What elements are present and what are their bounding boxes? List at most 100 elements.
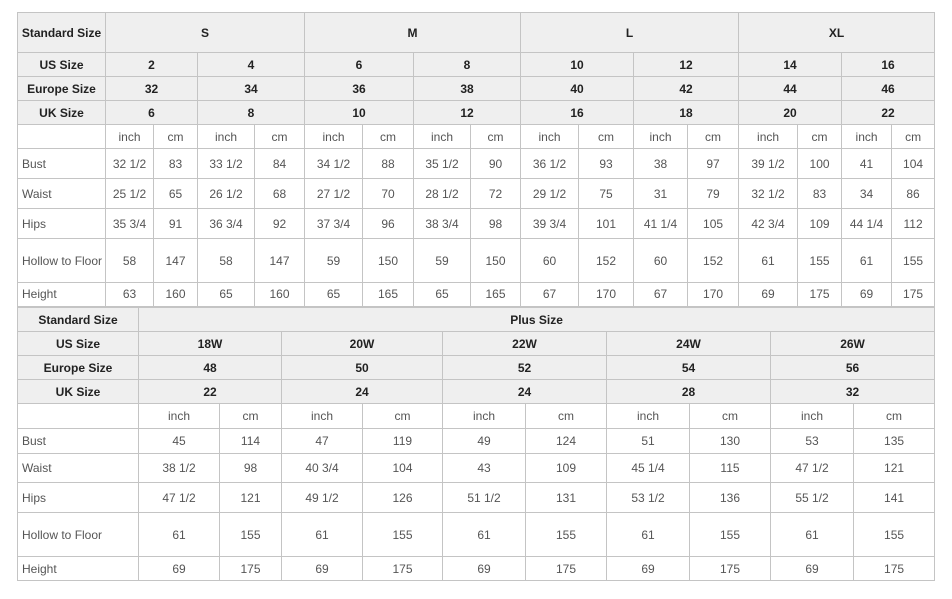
measurement-label: Waist xyxy=(17,178,106,209)
us-size-label: US Size xyxy=(17,331,139,356)
measurement-label: Hips xyxy=(17,482,139,513)
measurement-value: 119 xyxy=(362,428,443,454)
measurement-value: 147 xyxy=(153,238,198,283)
measurement-value: 83 xyxy=(797,178,843,209)
measurement-label: Height xyxy=(17,282,106,307)
measurement-value: 115 xyxy=(689,453,771,483)
measurement-value: 155 xyxy=(362,512,443,557)
uk-size-label: UK Size xyxy=(17,379,139,404)
standard-size-header: Standard Size xyxy=(17,12,106,53)
us-size-value: 14 xyxy=(738,52,843,77)
unit-label: inch xyxy=(304,124,364,149)
unit-label: inch xyxy=(520,124,580,149)
measurement-value: 69 xyxy=(281,556,363,581)
measurement-value: 36 3/4 xyxy=(197,208,255,239)
measurement-value: 70 xyxy=(362,178,415,209)
measurement-value: 86 xyxy=(891,178,936,209)
uk-size-value: 12 xyxy=(413,100,522,125)
unit-label: inch xyxy=(633,124,689,149)
uk-size-value: 20 xyxy=(738,100,843,125)
us-size-value: 10 xyxy=(520,52,635,77)
measurement-label: Hollow to Floor xyxy=(17,512,139,557)
eu-size-value: 52 xyxy=(442,355,607,380)
unit-label: inch xyxy=(738,124,799,149)
measurement-value: 90 xyxy=(470,148,522,179)
measurement-value: 38 xyxy=(633,148,689,179)
measurement-value: 104 xyxy=(362,453,443,483)
measurement-value: 121 xyxy=(852,453,936,483)
unit-label: inch xyxy=(770,403,854,429)
measurement-value: 61 xyxy=(770,512,854,557)
eu-size-value: 40 xyxy=(520,76,635,101)
size-group-row: Standard Size S M L XL xyxy=(17,12,936,53)
measurement-value: 40 3/4 xyxy=(281,453,363,483)
measurement-value: 69 xyxy=(138,556,220,581)
measurement-value: 49 xyxy=(442,428,526,454)
uk-size-row: UK Size 6 8 10 12 16 18 20 22 xyxy=(17,100,936,125)
measurement-value: 175 xyxy=(362,556,443,581)
measurement-value: 29 1/2 xyxy=(520,178,580,209)
measurement-value: 114 xyxy=(219,428,282,454)
unit-label: inch xyxy=(413,124,472,149)
measurement-value: 53 1/2 xyxy=(606,482,690,513)
uk-size-value: 28 xyxy=(606,379,771,404)
measurement-value: 41 1/4 xyxy=(633,208,689,239)
unit-label: inch xyxy=(105,124,154,149)
measurement-value: 175 xyxy=(219,556,282,581)
us-size-value: 26W xyxy=(769,331,936,356)
unit-label: cm xyxy=(891,124,936,149)
us-size-value: 24W xyxy=(606,331,771,356)
size-group-l: L xyxy=(520,12,740,53)
measurement-value: 92 xyxy=(253,208,306,239)
plus-size-table: Standard Size Plus Size US Size 18W 20W 22W 24… xyxy=(17,307,936,581)
unit-label: inch xyxy=(606,403,690,429)
measurement-value: 79 xyxy=(687,178,740,209)
measurement-value: 59 xyxy=(304,238,364,283)
uk-size-value: 32 xyxy=(769,379,936,404)
unit-row: inch cm inch cm inch cm inch cm inch cm xyxy=(17,403,936,429)
measurement-value: 31 xyxy=(633,178,689,209)
eu-size-value: 50 xyxy=(281,355,443,380)
measurement-value: 91 xyxy=(153,208,198,239)
eu-size-label: Europe Size xyxy=(17,355,139,380)
measurement-label: Bust xyxy=(17,428,139,454)
measurement-value: 49 1/2 xyxy=(281,482,363,513)
measurement-value: 69 xyxy=(841,282,893,307)
measurement-value: 109 xyxy=(525,453,607,483)
measurement-value: 27 1/2 xyxy=(304,178,364,209)
measurement-value: 165 xyxy=(362,282,415,307)
measurement-value: 55 1/2 xyxy=(770,482,854,513)
measurement-value: 32 1/2 xyxy=(105,148,154,179)
measurement-value: 175 xyxy=(852,556,936,581)
size-group-row: Standard Size Plus Size xyxy=(17,307,936,332)
measurement-value: 112 xyxy=(891,208,936,239)
measurement-value: 160 xyxy=(153,282,198,307)
measurement-row: Hollow to Floor 61 155 61 155 61 155 61 155 61 155 xyxy=(17,512,936,557)
measurement-value: 96 xyxy=(362,208,415,239)
uk-size-value: 22 xyxy=(841,100,936,125)
measurement-value: 47 1/2 xyxy=(138,482,220,513)
measurement-value: 65 xyxy=(304,282,364,307)
measurement-value: 38 3/4 xyxy=(413,208,472,239)
unit-row: inch cm inch cm inch cm inch cm inch cm inch cm inch… xyxy=(17,124,936,149)
measurement-value: 152 xyxy=(578,238,635,283)
measurement-value: 67 xyxy=(520,282,580,307)
uk-size-value: 22 xyxy=(138,379,282,404)
uk-size-value: 6 xyxy=(105,100,198,125)
unit-row-label xyxy=(17,403,139,429)
measurement-value: 69 xyxy=(770,556,854,581)
measurement-value: 38 1/2 xyxy=(138,453,220,483)
measurement-value: 160 xyxy=(253,282,306,307)
measurement-label: Waist xyxy=(17,453,139,483)
measurement-value: 155 xyxy=(689,512,771,557)
measurement-value: 45 xyxy=(138,428,220,454)
uk-size-value: 24 xyxy=(281,379,443,404)
measurement-label: Bust xyxy=(17,148,106,179)
measurement-label: Hips xyxy=(17,208,106,239)
measurement-row: Waist 25 1/2 65 26 1/2 68 27 1/2 70 28 1/2 72 29 … xyxy=(17,178,936,209)
eu-size-value: 56 xyxy=(769,355,936,380)
eu-size-value: 42 xyxy=(633,76,740,101)
uk-size-value: 8 xyxy=(196,100,306,125)
standard-size-table: Standard Size S M L XL US Size 2 4 6 8 10 12 14 16 Eur… xyxy=(17,12,936,308)
measurement-value: 69 xyxy=(606,556,690,581)
